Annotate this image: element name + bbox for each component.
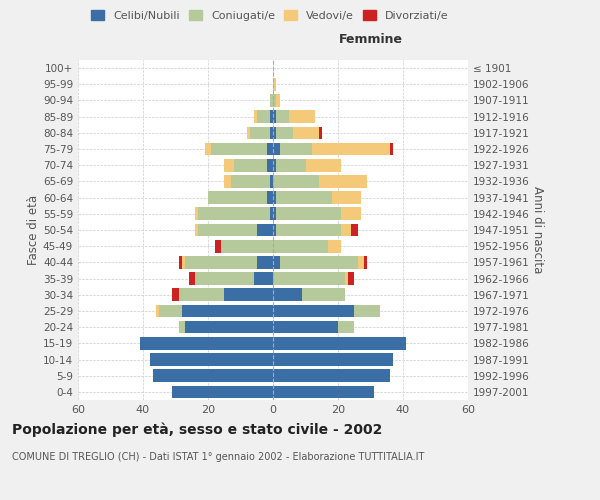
Bar [289, 110, 315, 123]
Bar [351, 224, 358, 236]
Bar [273, 288, 302, 301]
Bar [250, 126, 270, 139]
Bar [276, 126, 293, 139]
Text: Femmine: Femmine [338, 34, 403, 46]
Text: Popolazione per età, sesso e stato civile - 2002: Popolazione per età, sesso e stato civil… [12, 422, 382, 437]
Bar [273, 304, 354, 318]
Bar [276, 159, 305, 172]
Bar [338, 321, 354, 334]
Bar [205, 142, 211, 156]
Bar [319, 126, 322, 139]
Bar [266, 142, 273, 156]
Y-axis label: Fasce di età: Fasce di età [27, 195, 40, 265]
Bar [331, 192, 361, 204]
Bar [182, 256, 185, 268]
Bar [195, 208, 198, 220]
Bar [273, 126, 276, 139]
Bar [234, 159, 266, 172]
Bar [276, 110, 289, 123]
Bar [172, 386, 273, 398]
Bar [358, 256, 364, 268]
Bar [364, 256, 367, 268]
Bar [159, 304, 182, 318]
Bar [273, 192, 276, 204]
Bar [215, 240, 221, 252]
Bar [270, 94, 273, 107]
Bar [273, 370, 390, 382]
Bar [344, 272, 348, 285]
Bar [257, 110, 270, 123]
Bar [312, 142, 390, 156]
Bar [221, 240, 273, 252]
Bar [273, 142, 280, 156]
Bar [319, 175, 367, 188]
Bar [224, 159, 234, 172]
Bar [198, 224, 257, 236]
Bar [276, 192, 331, 204]
Bar [280, 256, 358, 268]
Bar [140, 337, 273, 349]
Bar [354, 304, 380, 318]
Bar [276, 224, 341, 236]
Bar [273, 272, 344, 285]
Bar [273, 337, 406, 349]
Bar [302, 288, 344, 301]
Bar [270, 175, 273, 188]
Bar [270, 110, 273, 123]
Bar [341, 208, 361, 220]
Bar [266, 192, 273, 204]
Bar [293, 126, 319, 139]
Bar [341, 224, 351, 236]
Bar [273, 224, 276, 236]
Bar [270, 126, 273, 139]
Bar [149, 353, 273, 366]
Bar [254, 110, 257, 123]
Bar [273, 208, 276, 220]
Bar [198, 208, 270, 220]
Bar [276, 94, 280, 107]
Bar [179, 288, 224, 301]
Bar [273, 386, 374, 398]
Bar [273, 94, 276, 107]
Bar [231, 175, 270, 188]
Bar [305, 159, 341, 172]
Bar [328, 240, 341, 252]
Bar [185, 256, 257, 268]
Bar [273, 240, 328, 252]
Bar [156, 304, 159, 318]
Bar [273, 159, 276, 172]
Y-axis label: Anni di nascita: Anni di nascita [530, 186, 544, 274]
Bar [270, 208, 273, 220]
Bar [273, 321, 338, 334]
Text: COMUNE DI TREGLIO (CH) - Dati ISTAT 1° gennaio 2002 - Elaborazione TUTTITALIA.IT: COMUNE DI TREGLIO (CH) - Dati ISTAT 1° g… [12, 452, 424, 462]
Bar [273, 175, 319, 188]
Bar [280, 142, 312, 156]
Bar [172, 288, 179, 301]
Bar [185, 321, 273, 334]
Bar [182, 304, 273, 318]
Bar [276, 208, 341, 220]
Bar [195, 224, 198, 236]
Bar [188, 272, 195, 285]
Bar [257, 256, 273, 268]
Bar [390, 142, 393, 156]
Bar [179, 321, 185, 334]
Bar [195, 272, 254, 285]
Bar [179, 256, 182, 268]
Bar [224, 175, 231, 188]
Legend: Celibi/Nubili, Coniugati/e, Vedovi/e, Divorziati/e: Celibi/Nubili, Coniugati/e, Vedovi/e, Di… [87, 6, 453, 25]
Bar [266, 159, 273, 172]
Bar [273, 353, 393, 366]
Bar [247, 126, 250, 139]
Bar [273, 110, 276, 123]
Bar [153, 370, 273, 382]
Bar [273, 78, 276, 90]
Bar [224, 288, 273, 301]
Bar [211, 142, 266, 156]
Bar [257, 224, 273, 236]
Bar [254, 272, 273, 285]
Bar [348, 272, 354, 285]
Bar [208, 192, 266, 204]
Bar [273, 256, 280, 268]
